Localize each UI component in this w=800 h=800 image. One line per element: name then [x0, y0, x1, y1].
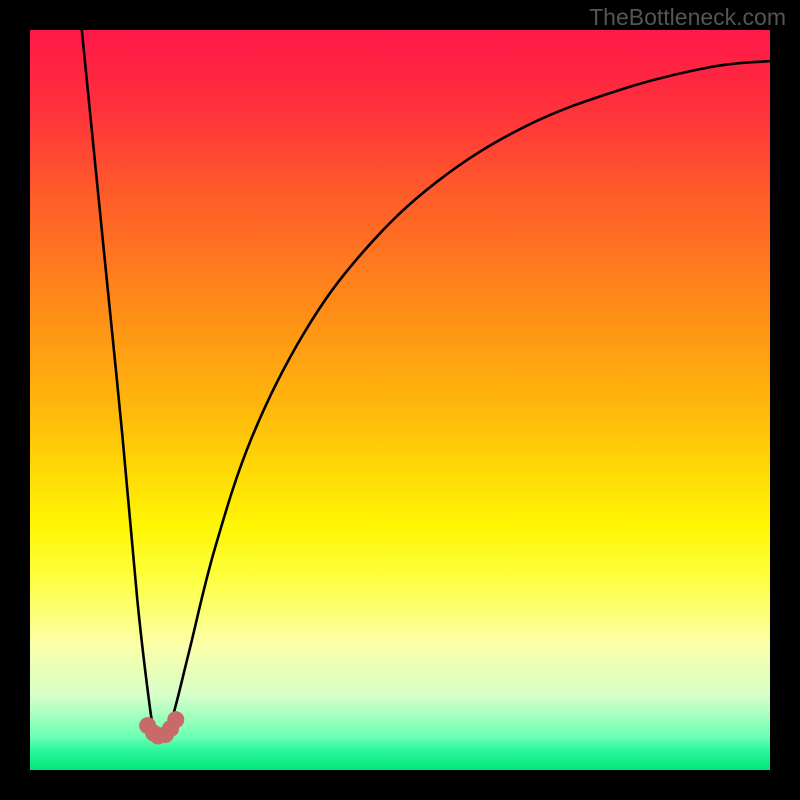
gradient-background: [30, 30, 770, 770]
chart-svg: [30, 30, 770, 770]
chart-container: TheBottleneck.com: [0, 0, 800, 800]
watermark-text: TheBottleneck.com: [589, 4, 786, 31]
plot-area: [30, 30, 770, 770]
curve-marker: [167, 711, 184, 728]
